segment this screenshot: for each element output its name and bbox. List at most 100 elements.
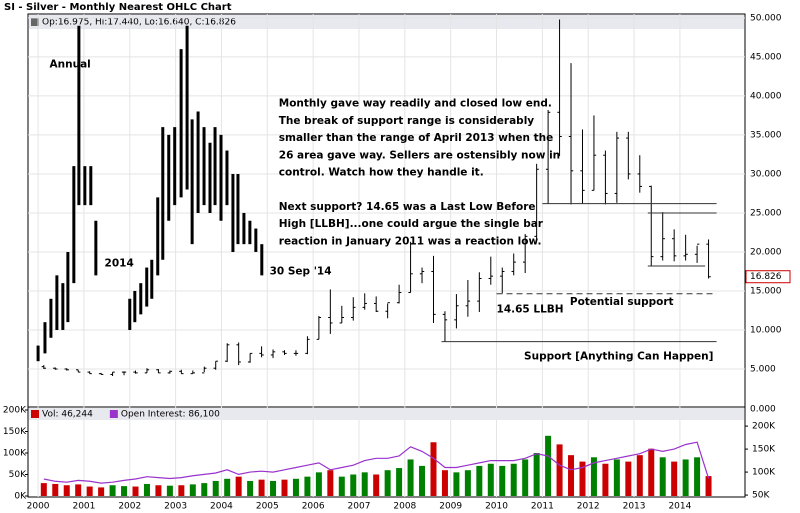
volume-bar	[430, 442, 437, 496]
volume-bar	[613, 459, 620, 496]
volume-bar	[636, 455, 643, 496]
annotation: Support [Anything Can Happen]	[524, 351, 713, 363]
volume-bar	[304, 476, 311, 496]
volume-bar	[86, 486, 93, 496]
volume-bar	[499, 465, 506, 496]
volume-bar	[464, 470, 471, 496]
y-tick-label: 20.000	[750, 247, 782, 257]
legend-swatch	[31, 410, 39, 418]
y-tick-label: 50K	[9, 470, 27, 480]
y-tick-label: 100K	[3, 449, 27, 459]
x-tick-label: 2002	[118, 502, 141, 512]
volume-bar	[63, 485, 70, 496]
x-tick-label: 2004	[210, 502, 233, 512]
x-tick-label: 2005	[256, 502, 279, 512]
volume-bar	[419, 465, 426, 496]
annotation: Annual	[50, 59, 91, 71]
volume-bar	[155, 485, 162, 496]
price-tag	[745, 270, 791, 284]
volume-bar	[258, 479, 265, 496]
volume-bar	[579, 461, 586, 496]
volume-bar	[166, 485, 173, 496]
volume-bar	[281, 479, 288, 496]
volume-bar	[441, 470, 448, 496]
x-tick-label: 2003	[164, 502, 187, 512]
legend-swatch	[109, 410, 118, 418]
volume-bar	[522, 459, 529, 496]
volume-bar	[407, 459, 414, 496]
y2-tick-label: 150K	[752, 445, 776, 455]
price-tag-label: 16.826	[750, 272, 782, 282]
volume-bar	[224, 478, 231, 496]
note-line: 26 area gave way. Sellers are ostensibly…	[279, 149, 560, 161]
annotation: 2014	[105, 258, 134, 270]
x-tick-label: 2009	[439, 502, 462, 512]
volume-bar	[361, 472, 368, 496]
legend-label: Vol: 46,244	[42, 410, 93, 420]
volume-bar	[109, 485, 116, 496]
y-tick-label: 30.000	[750, 169, 782, 179]
y-tick-label: 150K	[3, 427, 27, 437]
chart-title: SI - Silver - Monthly Nearest OHLC Chart	[4, 2, 232, 13]
x-tick-label: 2013	[623, 502, 646, 512]
y2-tick-label: 200K	[752, 422, 776, 432]
volume-bar	[201, 483, 208, 496]
y-tick-label: 200K	[3, 406, 27, 416]
volume-bar	[178, 485, 185, 496]
y2-tick-label: 50K	[752, 491, 770, 501]
volume-bar	[487, 463, 494, 496]
volume-bar	[476, 465, 483, 496]
legend-bar	[29, 408, 744, 420]
volume-bar	[384, 470, 391, 496]
note-line: Monthly gave way readily and closed low …	[279, 98, 552, 110]
y-tick-label: 35.000	[750, 130, 782, 140]
volume-bar	[648, 448, 655, 496]
volume-bar	[705, 476, 712, 496]
y-tick-label: 5.000	[750, 364, 776, 374]
volume-bar	[671, 461, 678, 496]
volume-bar	[568, 455, 575, 496]
volume-bar	[247, 480, 254, 496]
legend-label: Open Interest: 86,100	[121, 410, 220, 420]
annotation: 30 Sep '14	[270, 265, 332, 277]
y-tick-label: 50.000	[750, 13, 782, 23]
volume-bar	[338, 476, 345, 496]
note-line: High [LLBH]...one could argue the single…	[279, 218, 544, 230]
volume-bar	[590, 457, 597, 496]
volume-panel	[27, 406, 746, 498]
legend-swatch	[31, 18, 39, 26]
volume-bar	[694, 457, 701, 496]
x-tick-label: 2000	[27, 502, 50, 512]
y-tick-label: 0K	[14, 492, 27, 502]
volume-bar	[453, 472, 460, 496]
volume-bar	[659, 457, 666, 496]
open-interest-line	[43, 441, 710, 484]
y2-top-label: 0.000	[750, 405, 776, 415]
volume-bar	[98, 487, 105, 496]
volume-bar	[350, 474, 357, 496]
x-tick-label: 2011	[531, 502, 554, 512]
volume-bar	[189, 484, 196, 496]
volume-bar	[327, 470, 334, 496]
volume-bar	[132, 486, 139, 496]
legend-text: Op:16.975, Hi:17.440, Lo:16.640, C:16.82…	[42, 18, 236, 28]
volume-bar	[270, 480, 277, 496]
y-tick-label: 45.000	[750, 52, 782, 62]
y-tick-label: 15.000	[750, 286, 782, 296]
volume-bar	[510, 463, 517, 496]
volume-bar	[682, 459, 689, 496]
volume-bar	[52, 483, 59, 496]
y-tick-label: 40.000	[750, 91, 782, 101]
volume-bar	[75, 484, 82, 496]
volume-bar	[556, 444, 563, 496]
legend-bar	[29, 15, 744, 29]
x-tick-label: 2010	[485, 502, 508, 512]
volume-bar	[396, 468, 403, 496]
y2-tick-label: 100K	[752, 468, 776, 478]
volume-bar	[40, 483, 47, 496]
x-tick-label: 2006	[302, 502, 325, 512]
volume-bar	[373, 474, 380, 496]
volume-bar	[315, 472, 322, 496]
